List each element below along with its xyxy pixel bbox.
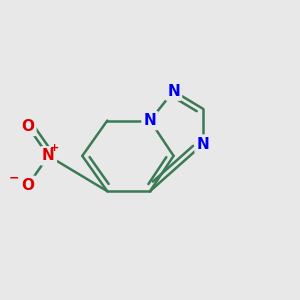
Text: +: + xyxy=(50,142,59,153)
Text: N: N xyxy=(196,136,209,152)
Text: N: N xyxy=(42,148,55,164)
Text: −: − xyxy=(8,172,19,184)
Text: N: N xyxy=(144,113,156,128)
Text: O: O xyxy=(21,119,34,134)
Text: O: O xyxy=(21,178,34,193)
Text: N: N xyxy=(167,84,180,99)
